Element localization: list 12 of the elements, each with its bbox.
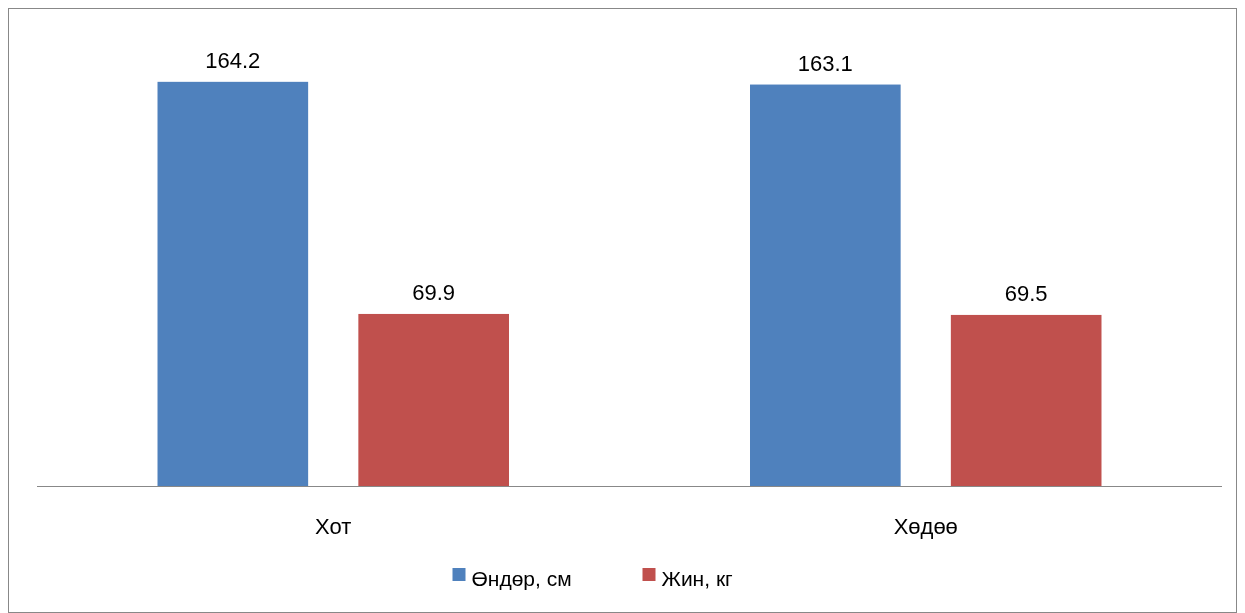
bar: [750, 84, 901, 486]
data-label: 163.1: [797, 50, 853, 76]
x-tick-label: Хөдөө: [893, 514, 958, 539]
bar: [950, 314, 1102, 486]
data-label: 69.9: [412, 279, 456, 305]
data-label: 69.5: [1004, 280, 1048, 306]
legend-label: Өндөр, см: [471, 566, 572, 590]
bar: [358, 313, 509, 486]
legend-label: Жин, кг: [661, 566, 734, 590]
data-label: 164.2: [205, 47, 261, 73]
x-tick-label: Хот: [315, 514, 352, 539]
bar: [157, 81, 309, 486]
